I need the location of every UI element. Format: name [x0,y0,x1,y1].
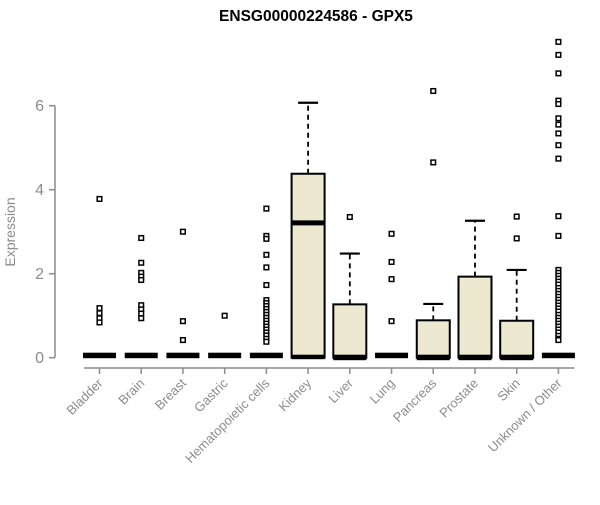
y-tick-label: 0 [35,350,44,367]
outlier-point [555,115,562,122]
box-bottom-kidney [291,354,325,360]
outlier-point [430,159,437,166]
box-bottom-pancreas [416,354,450,360]
outlier-point [388,318,395,325]
outlier-point [138,259,145,266]
flat-box-unknown-other [541,352,575,359]
chart-title: ENSG00000224586 - GPX5 [219,8,413,25]
median-kidney [291,220,325,226]
outlier-point [430,87,437,95]
y-tick-label: 4 [35,182,44,199]
outlier-point [346,213,353,221]
x-tick-label-unknown-other: Unknown / Other [485,375,565,455]
x-tick-label-bladder: Bladder [63,375,106,418]
outlier-point [179,228,186,235]
outlier-point [179,318,186,325]
outlier-point [388,258,395,265]
outlier-point [263,251,270,258]
box-liver [332,303,368,359]
x-tick-label-breast: Breast [152,375,189,412]
outlier-point [513,235,520,242]
box-bottom-liver [333,354,367,360]
flat-box-gastric [208,352,242,359]
x-tick-label-prostate: Prostate [436,376,481,421]
y-axis-label: Expression [2,197,18,266]
outlier-point [138,315,145,322]
flat-box-hematopoietic-cells [249,352,283,359]
x-tick-label-kidney: Kidney [276,375,315,414]
outlier-point [555,100,562,108]
outlier-point [263,281,270,289]
outlier-point [555,142,562,149]
x-tick-label-pancreas: Pancreas [390,375,440,425]
x-tick-label-gastric: Gastric [191,375,231,415]
flat-box-breast [166,352,200,359]
outlier-point [96,195,103,202]
box-pancreas [415,319,451,359]
box-kidney [290,172,326,359]
outlier-point [555,232,562,239]
outlier-point [263,235,270,242]
outlier-point [555,130,562,137]
flat-box-brain [124,352,158,359]
outlier-point [388,230,395,237]
x-tick-label-skin: Skin [494,376,522,404]
flat-box-bladder [83,352,116,359]
outlier-point [221,312,228,319]
outlier-point [555,155,562,162]
box-bottom-skin [500,354,534,360]
outlier-point [179,337,186,344]
outlier-point [555,51,562,58]
outlier-point [96,305,103,312]
outlier-point [96,310,103,317]
outlier-point [513,213,520,220]
y-tick-label: 6 [35,98,44,115]
outlier-point [96,319,103,326]
outlier-point [263,264,270,271]
box-skin [499,319,535,359]
outlier-point [263,205,270,212]
outlier-point [555,38,562,45]
box-bottom-prostate [458,354,492,360]
outlier-point [555,70,562,77]
y-tick-label: 2 [35,266,44,283]
outlier-point [138,276,145,284]
outlier-point [555,213,562,220]
outlier-point [263,338,270,345]
box-prostate [457,275,493,359]
outlier-point [138,234,145,242]
outlier-point [555,337,562,344]
outlier-point [388,276,395,283]
x-tick-label-lung: Lung [367,376,398,407]
flat-box-lung [375,352,409,359]
x-tick-label-liver: Liver [325,375,356,406]
outlier-point [555,121,562,128]
x-tick-label-brain: Brain [115,376,147,408]
